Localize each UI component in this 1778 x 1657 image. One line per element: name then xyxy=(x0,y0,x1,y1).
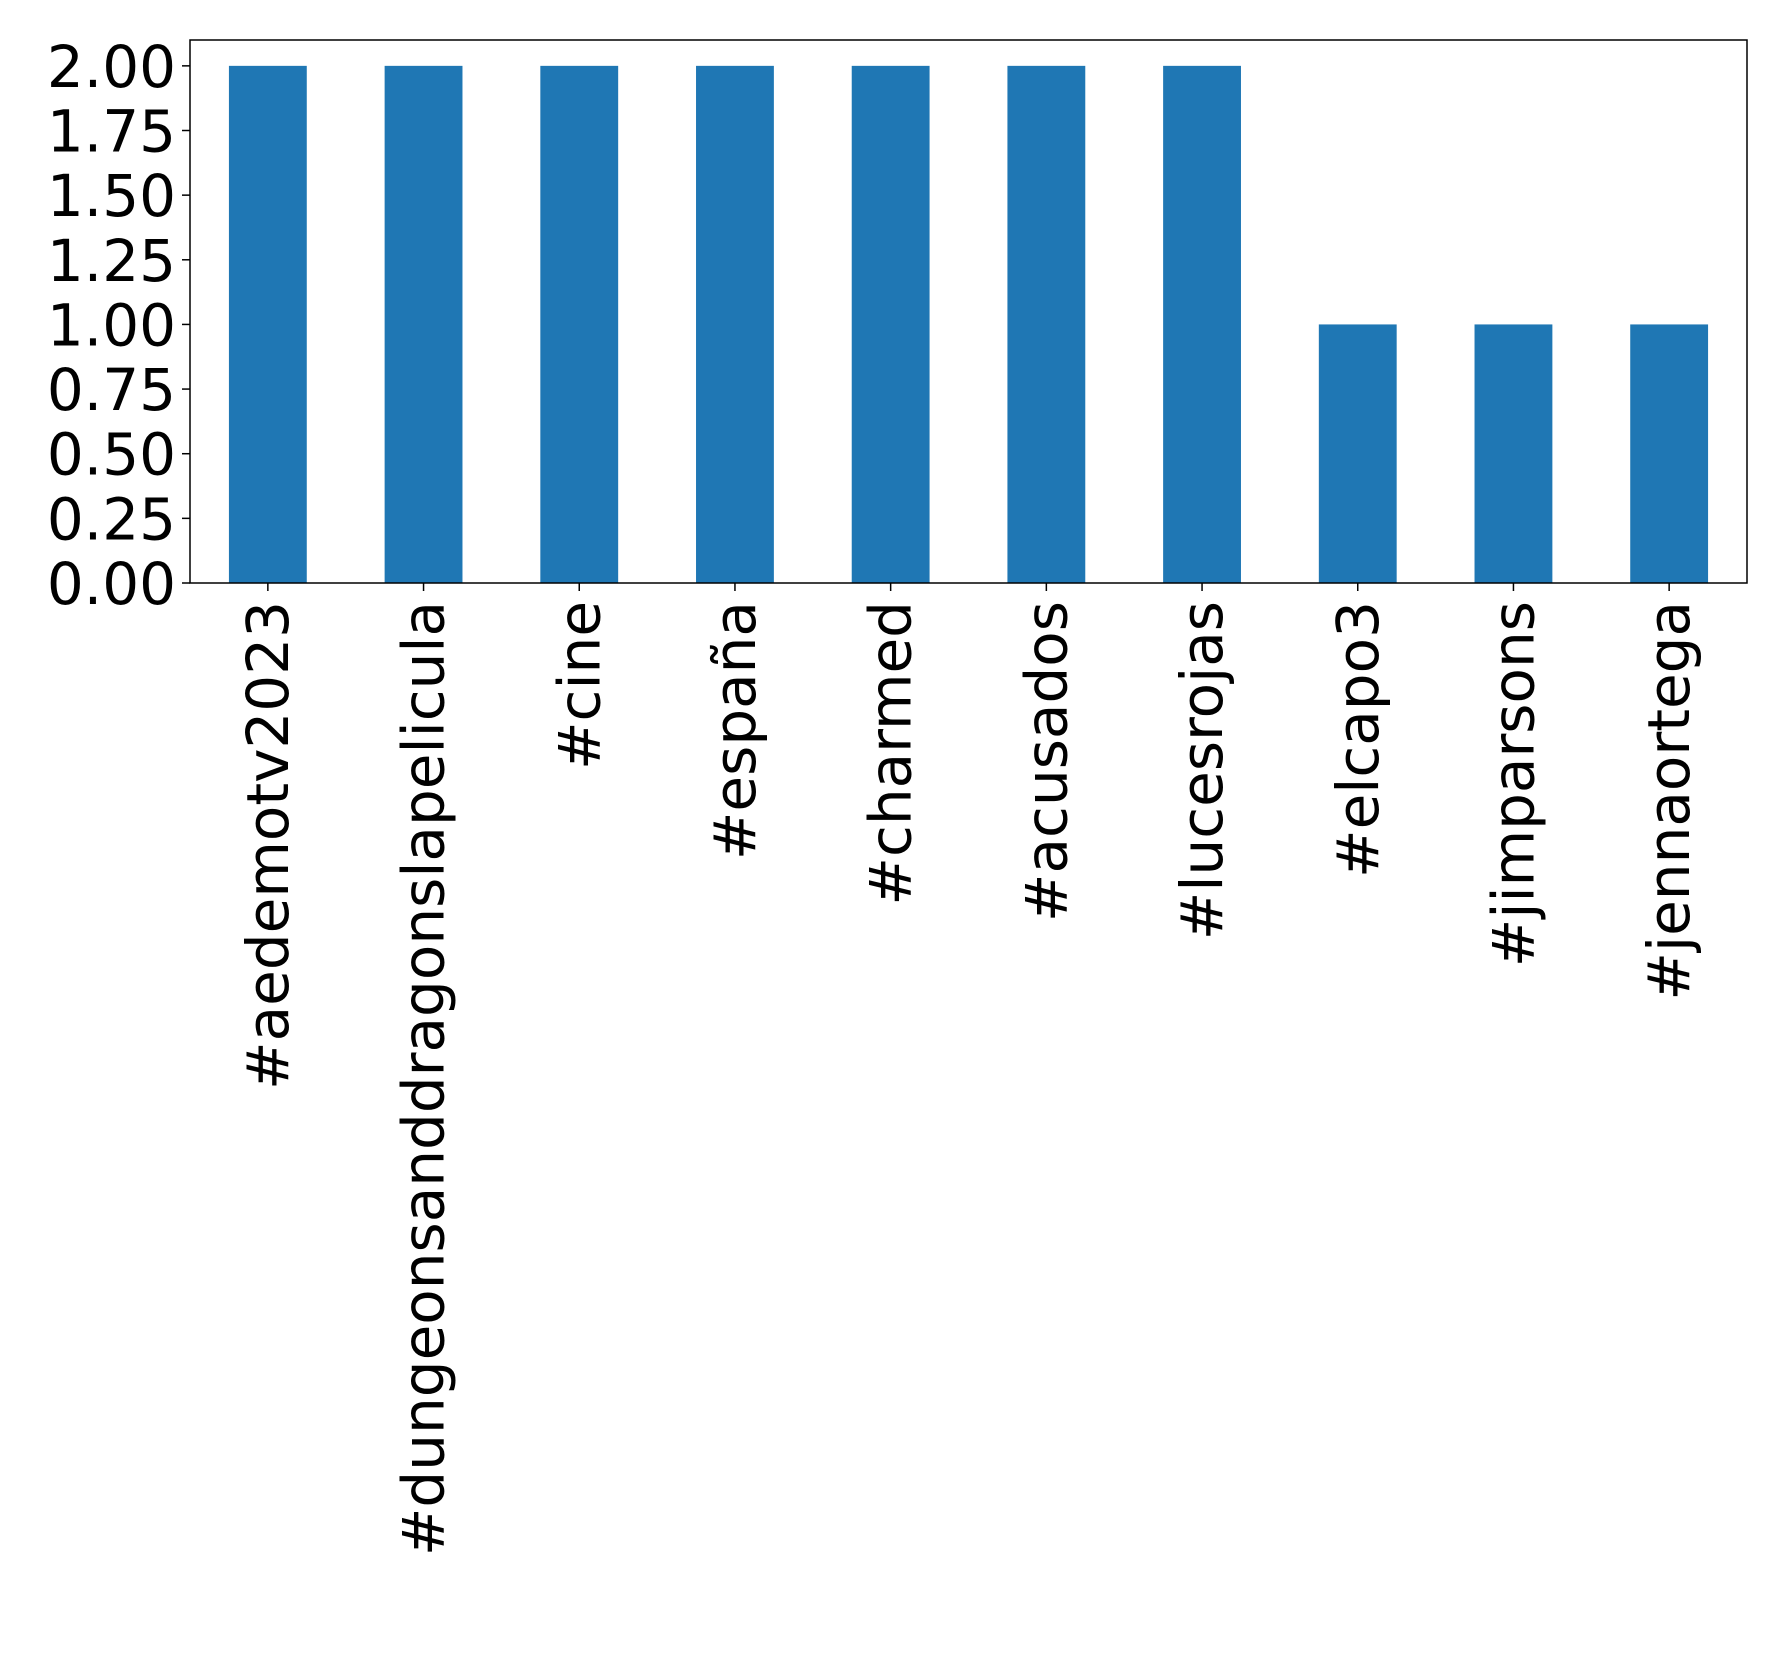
y-tick-label: 0.00 xyxy=(47,550,176,618)
x-tick-label: #charmed xyxy=(857,601,925,906)
y-tick-label: 1.75 xyxy=(47,98,176,166)
y-tick-label: 1.00 xyxy=(47,291,176,359)
bar-6 xyxy=(1163,65,1241,584)
y-tick-label: 0.50 xyxy=(47,421,176,489)
axes-frame xyxy=(189,39,1748,584)
x-tick-label: #elcapo3 xyxy=(1324,601,1392,878)
bars-group xyxy=(228,65,1709,584)
x-tick-label: #dungeonsanddragonslapelicula xyxy=(390,601,458,1556)
bar-8 xyxy=(1474,324,1553,583)
x-tick-label: #cine xyxy=(545,601,613,770)
x-tick-label: #lucesrojas xyxy=(1168,601,1236,940)
bar-4 xyxy=(851,65,930,584)
x-axis: #aedemotv2023 #dungeonsanddragonslapelicu… xyxy=(234,583,1703,1556)
x-tick-label: #jimparsons xyxy=(1479,601,1547,967)
bar-0 xyxy=(228,65,307,584)
x-tick-label: #españa xyxy=(701,601,769,860)
bar-2 xyxy=(540,65,619,584)
x-tick-label: #acusados xyxy=(1012,601,1080,922)
bar-5 xyxy=(1007,65,1086,584)
x-tick-label: #jennaortega xyxy=(1635,601,1703,1001)
y-tick-label: 0.75 xyxy=(47,356,176,424)
y-tick-label: 0.25 xyxy=(47,485,176,553)
bar-3 xyxy=(696,65,774,584)
y-axis: 0.000.250.500.751.001.251.501.752.00 xyxy=(47,33,190,618)
x-tick-label: #aedemotv2023 xyxy=(234,601,302,1090)
bar-9 xyxy=(1630,324,1709,583)
y-tick-label: 2.00 xyxy=(47,33,176,101)
y-tick-label: 1.25 xyxy=(47,227,176,295)
bar-1 xyxy=(384,65,463,584)
bar-7 xyxy=(1318,324,1397,583)
y-tick-label: 1.50 xyxy=(47,162,176,230)
